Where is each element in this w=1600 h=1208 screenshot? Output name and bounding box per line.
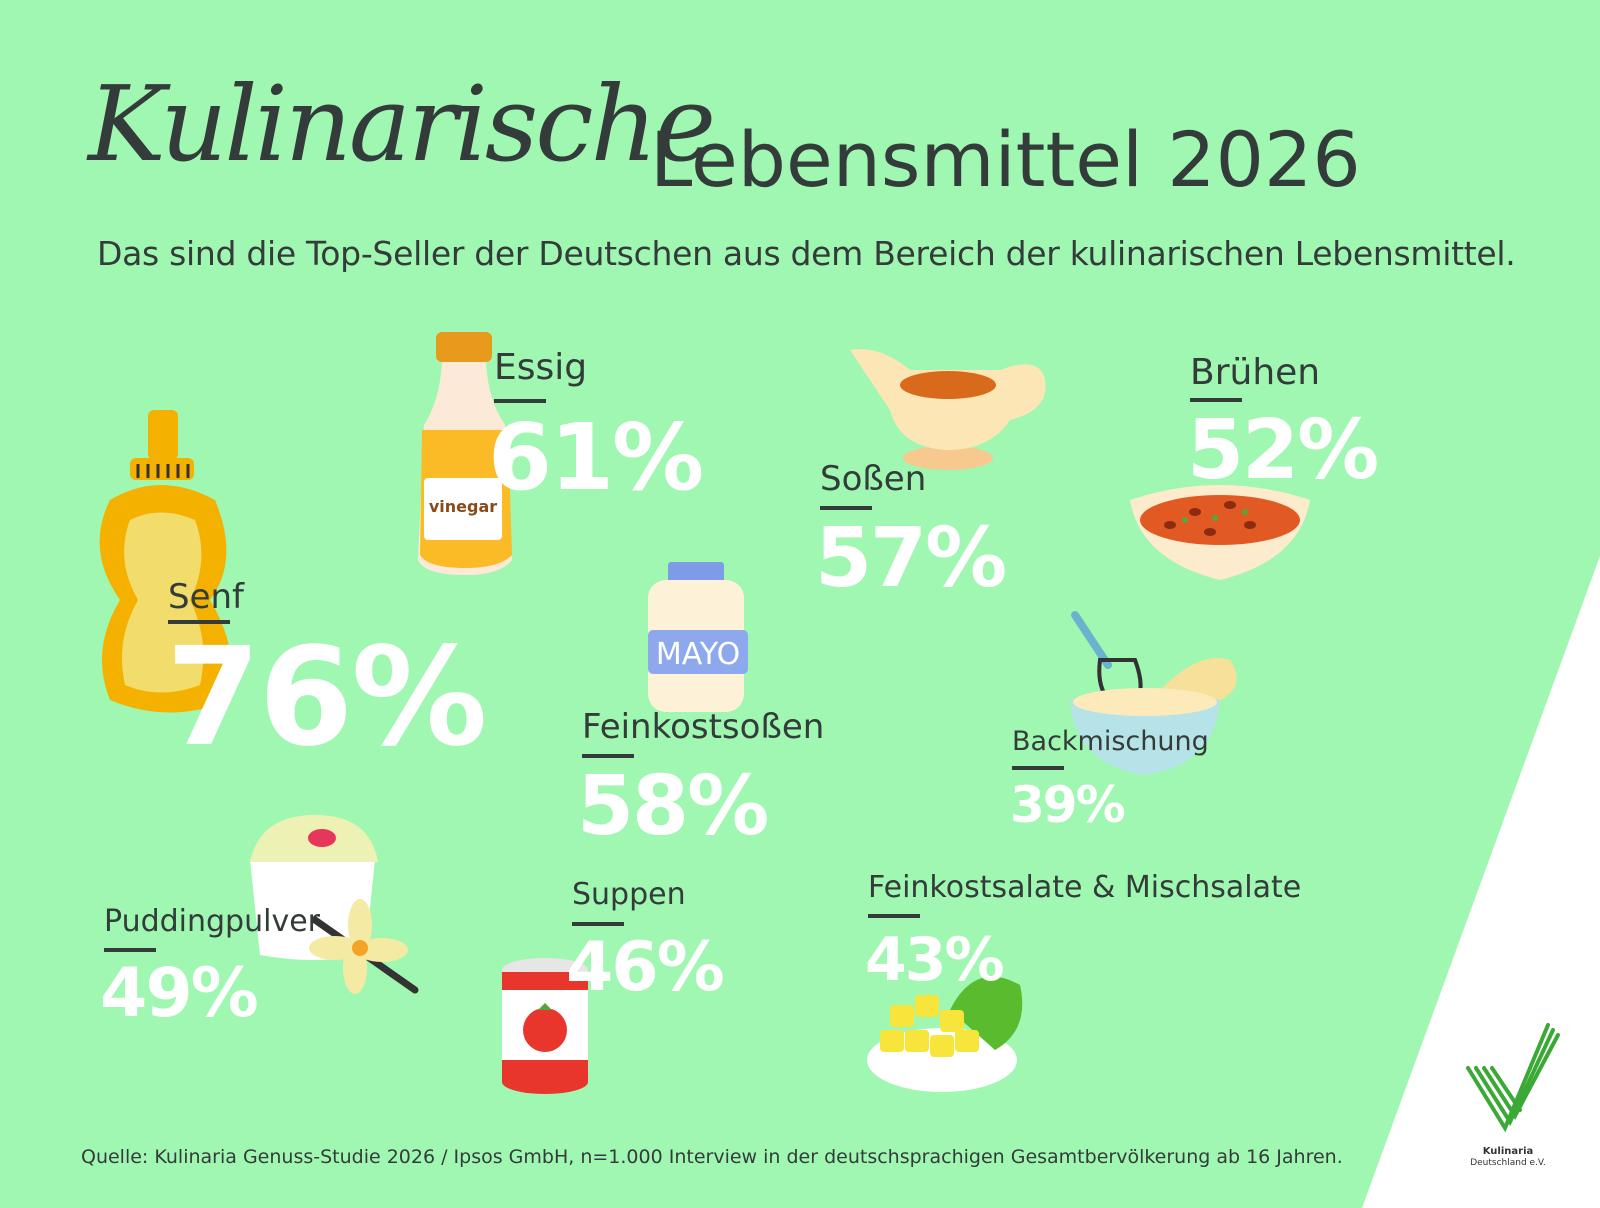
underline-suppen [572,922,624,926]
title-script: Kulinarische [88,63,716,185]
underline-essig [494,399,546,403]
soup-bowl-icon [1130,485,1310,580]
vinegar-label-text: vinegar [429,497,497,516]
mayo-jar-icon: MAYO [648,562,748,712]
logo-subtitle: Deutschland e.V. [1470,1158,1546,1168]
logo-name: Kulinaria [1482,1146,1534,1157]
label-suppen: Suppen [572,877,686,912]
percent-puddingpulver: 49% [100,954,259,1033]
label-feinkostsossen: Feinkostsoßen [582,707,825,747]
percent-sossen: 57% [815,511,1007,606]
kulinaria-logo-icon [1466,1023,1560,1133]
percent-senf: 76% [166,619,488,777]
source-note: Quelle: Kulinaria Genuss-Studie 2026 / I… [81,1146,1343,1168]
underline-puddingpulver [104,948,156,952]
label-puddingpulver: Puddingpulver [104,904,320,939]
percent-suppen: 46% [566,928,725,1007]
underline-bruehen [1190,398,1242,402]
title-main: Lebensmittel 2026 [650,115,1361,204]
mixing-bowl-icon [1070,611,1237,775]
underline-sossen [820,506,872,510]
percent-feinkostsalate: 43% [865,925,1005,995]
label-backmischung: Backmischung [1012,726,1209,757]
underline-senf [168,620,230,624]
gravy-boat-icon [850,349,1046,470]
underline-feinkostsalate [868,914,920,918]
mustard-bottle-icon [99,410,233,713]
pudding-icon [250,815,419,994]
label-sossen: Soßen [820,459,927,499]
percent-backmischung: 39% [1010,776,1126,834]
percent-bruehen: 52% [1187,403,1379,498]
subtitle: Das sind die Top-Seller der Deutschen au… [97,234,1516,273]
vinegar-bottle-icon: vinegar [418,332,512,575]
percent-feinkostsossen: 58% [577,759,769,854]
label-essig: Essig [494,347,588,388]
label-bruehen: Brühen [1190,352,1321,393]
underline-feinkostsossen [582,754,634,758]
mayo-label-text: MAYO [656,637,740,672]
salad-plate-icon [867,976,1023,1092]
tomato-can-icon [502,958,588,1094]
label-senf: Senf [168,577,245,617]
white-corner-wedge [1362,556,1600,1208]
label-feinkostsalate: Feinkostsalate & Mischsalate [868,870,1302,905]
underline-backmischung [1012,766,1064,770]
percent-essig: 61% [488,404,704,511]
